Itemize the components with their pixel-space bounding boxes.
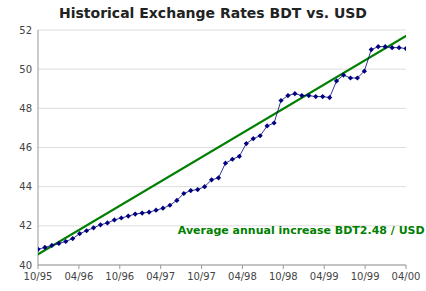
x-tick	[201, 265, 202, 269]
data-point	[390, 45, 395, 50]
x-tick	[160, 265, 161, 269]
data-point	[105, 220, 110, 225]
data-point	[244, 141, 249, 146]
y-tick-label: 46	[19, 142, 32, 153]
data-point	[355, 75, 360, 80]
data-point	[251, 136, 256, 141]
data-point	[174, 198, 179, 203]
y-tick-label: 42	[19, 220, 32, 231]
grid-line	[38, 30, 406, 31]
x-tick	[38, 265, 39, 269]
grid-line	[38, 147, 406, 148]
x-tick-label: 10/96	[105, 271, 134, 282]
data-point	[369, 47, 374, 52]
grid-line	[38, 108, 406, 109]
x-tick-label: 10/97	[187, 271, 216, 282]
data-point	[84, 228, 89, 233]
data-point	[119, 215, 124, 220]
data-point	[42, 245, 47, 250]
grid-line	[38, 265, 406, 266]
x-tick-label: 10/95	[24, 271, 53, 282]
grid-line	[38, 186, 406, 187]
data-point	[320, 94, 325, 99]
x-tick	[283, 265, 284, 269]
data-point	[160, 206, 165, 211]
y-axis-line	[38, 30, 39, 265]
data-point	[98, 222, 103, 227]
data-point	[56, 241, 61, 246]
data-point	[403, 46, 406, 51]
trend-line	[38, 36, 406, 254]
title: Historical Exchange Rates BDT vs. USD	[59, 5, 367, 21]
chart: Historical Exchange Rates BDT vs. USD404…	[0, 0, 426, 291]
data-point	[396, 45, 401, 50]
x-tick	[242, 265, 243, 269]
x-axis-line	[38, 265, 406, 266]
data-point	[265, 123, 270, 128]
x-tick	[78, 265, 79, 269]
data-point	[146, 210, 151, 215]
x-tick-label: 04/00	[392, 271, 421, 282]
data-line	[38, 47, 406, 250]
data-point	[112, 217, 117, 222]
data-point	[153, 208, 158, 213]
data-point	[376, 44, 381, 49]
x-tick-label: 04/99	[310, 271, 339, 282]
data-point	[278, 98, 283, 103]
x-tick	[406, 265, 407, 269]
data-point	[209, 177, 214, 182]
data-point	[258, 133, 263, 138]
x-tick-label: 04/97	[146, 271, 175, 282]
data-point	[181, 191, 186, 196]
data-point	[202, 184, 207, 189]
x-tick-label: 10/99	[351, 271, 380, 282]
data-point	[327, 95, 332, 100]
data-point	[167, 203, 172, 208]
y-tick-label: 52	[19, 25, 32, 36]
data-point	[49, 243, 54, 248]
x-tick-label: 04/98	[228, 271, 257, 282]
data-point	[334, 78, 339, 83]
data-point	[299, 93, 304, 98]
annotation: Average annual increase BDT2.48 / USD	[178, 224, 425, 237]
data-point	[292, 91, 297, 96]
data-point	[140, 211, 145, 216]
x-tick	[324, 265, 325, 269]
data-point	[271, 120, 276, 125]
data-point	[341, 72, 346, 77]
data-point	[223, 161, 228, 166]
y-tick-label: 48	[19, 103, 32, 114]
axes: 40 42 44 46 48 50 52 10/95 04/96 10/96 04/97 10/97 0…	[19, 25, 420, 283]
data-point	[230, 157, 235, 162]
x-tick-label: 10/98	[269, 271, 298, 282]
data-point	[313, 94, 318, 99]
data-point	[285, 93, 290, 98]
data-point	[195, 187, 200, 192]
data-point	[63, 239, 68, 244]
y-tick-label: 50	[19, 64, 32, 75]
y-tick-label: 40	[19, 260, 32, 271]
data-point	[77, 231, 82, 236]
data-point	[91, 225, 96, 230]
data-point	[188, 188, 193, 193]
plot-data	[38, 36, 406, 254]
data-point	[348, 75, 353, 80]
data-point	[126, 213, 131, 218]
data-point	[38, 247, 41, 252]
data-point	[383, 44, 388, 49]
x-tick	[119, 265, 120, 269]
data-point	[306, 93, 311, 98]
data-point	[70, 236, 75, 241]
data-point	[133, 211, 138, 216]
x-tick-label: 04/96	[64, 271, 93, 282]
data-point	[362, 69, 367, 74]
y-tick-label: 44	[19, 181, 32, 192]
data-point	[216, 175, 221, 180]
data-point	[237, 154, 242, 159]
x-tick	[365, 265, 366, 269]
